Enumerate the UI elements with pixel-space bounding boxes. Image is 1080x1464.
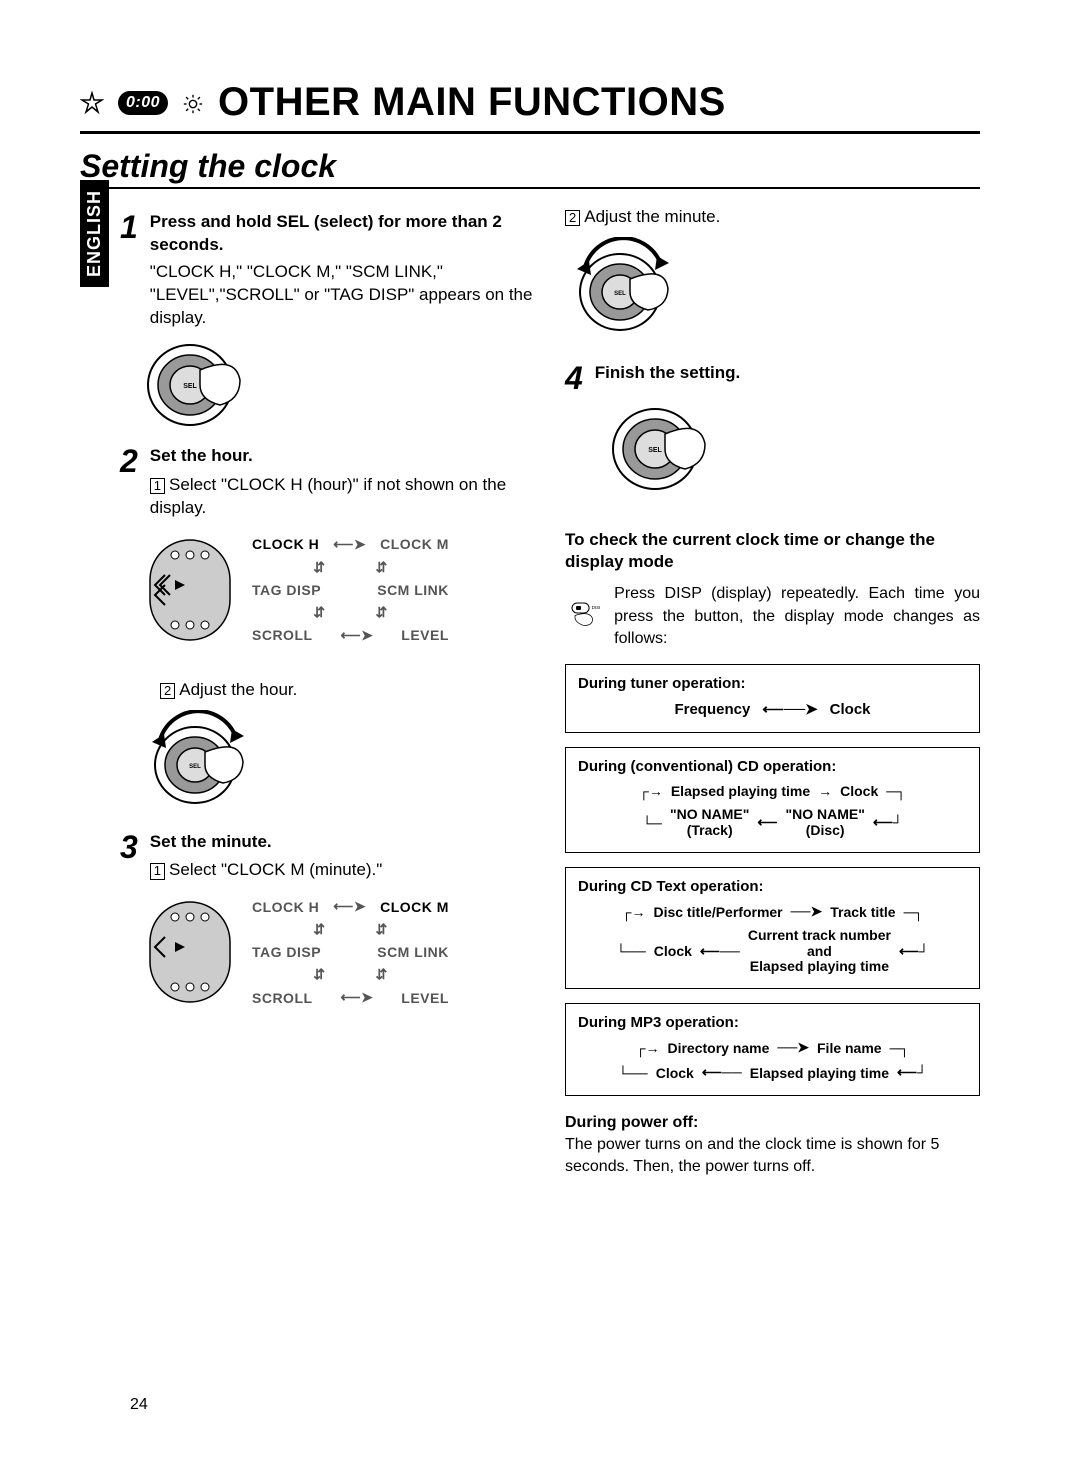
menu-navigation-illustration: CLOCK H⟵➤CLOCK M ⇵⇵ TAG DISPSCM LINK ⇵⇵ … <box>140 892 535 1012</box>
tuner-sequence: During tuner operation: Frequency ⟵──➤ C… <box>565 664 980 733</box>
page-number: 24 <box>130 1396 148 1414</box>
header-star-icon <box>80 80 104 125</box>
svg-text:SEL: SEL <box>614 291 626 297</box>
rotate-knob-illustration: SEL <box>140 710 535 815</box>
rotate-knob-illustration: SEL <box>565 237 980 342</box>
section-title: Setting the clock <box>80 148 980 189</box>
svg-text:SEL: SEL <box>183 383 197 390</box>
check-clock-heading: To check the current clock time or chang… <box>565 529 980 573</box>
disp-button-icon: DISP <box>565 583 600 643</box>
page-title-text: OTHER MAIN FUNCTIONS <box>218 80 726 125</box>
svg-text:SEL: SEL <box>189 764 201 770</box>
step-2: 2 Set the hour. 1Select "CLOCK H (hour)"… <box>120 445 535 520</box>
page-title: 0:00 OTHER MAIN FUNCTIONS <box>80 80 980 134</box>
step-heading: Finish the setting. <box>595 362 980 385</box>
substep-text: Select "CLOCK H (hour)" if not shown on … <box>150 475 506 517</box>
cdtext-sequence: During CD Text operation: ┌→Disc title/P… <box>565 867 980 989</box>
header-sun-icon <box>182 80 204 125</box>
language-tab: ENGLISH <box>80 180 109 287</box>
step-number: 2 <box>120 445 138 520</box>
substep-text: Adjust the minute. <box>584 207 720 226</box>
step-heading: Set the hour. <box>150 445 535 468</box>
menu-navigation-illustration: CLOCK H⟵➤CLOCK M ⇵⇵ TAG DISPSCM LINK ⇵⇵ … <box>140 530 535 650</box>
mp3-sequence: During MP3 operation: ┌→Directory name──… <box>565 1003 980 1096</box>
step-number: 4 <box>565 362 583 394</box>
sel-knob-illustration: SEL <box>140 340 535 435</box>
disp-text: Press DISP (display) repeatedly. Each ti… <box>614 583 980 650</box>
substep-number: 2 <box>160 683 175 699</box>
substep-text: Select "CLOCK M (minute)." <box>169 860 382 879</box>
substep-number: 1 <box>150 863 165 879</box>
substep-text: Adjust the hour. <box>179 680 297 699</box>
step-number: 3 <box>120 831 138 883</box>
cd-sequence: During (conventional) CD operation: ┌→El… <box>565 747 980 853</box>
header-clock-badge: 0:00 <box>118 91 168 115</box>
svg-text:DISP: DISP <box>592 605 601 610</box>
step-1: 1 Press and hold SEL (select) for more t… <box>120 211 535 330</box>
sel-knob-illustration: SEL <box>605 404 980 499</box>
left-column: 1 Press and hold SEL (select) for more t… <box>120 201 535 1177</box>
step-heading: Set the minute. <box>150 831 535 854</box>
step-number: 1 <box>120 211 138 330</box>
menu-labels: CLOCK H⟵➤CLOCK M ⇵⇵ TAG DISPSCM LINK ⇵⇵ … <box>252 536 449 644</box>
substep-number: 2 <box>565 210 580 226</box>
step-text: "CLOCK H," "CLOCK M," "SCM LINK," "LEVEL… <box>150 261 535 330</box>
menu-labels: CLOCK H⟵➤CLOCK M ⇵⇵ TAG DISPSCM LINK ⇵⇵ … <box>252 898 449 1006</box>
step-4: 4 Finish the setting. <box>565 362 980 394</box>
right-column: 2Adjust the minute. SEL 4 Finish the set… <box>565 201 980 1177</box>
substep-number: 1 <box>150 478 165 494</box>
disp-block: DISP Press DISP (display) repeatedly. Ea… <box>565 583 980 650</box>
step-heading: Press and hold SEL (select) for more tha… <box>150 211 535 257</box>
arrow-icon: ⟵──➤ <box>762 700 817 718</box>
step-3: 3 Set the minute. 1Select "CLOCK M (minu… <box>120 831 535 883</box>
power-off-block: During power off: The power turns on and… <box>565 1112 980 1177</box>
svg-text:SEL: SEL <box>648 447 662 454</box>
